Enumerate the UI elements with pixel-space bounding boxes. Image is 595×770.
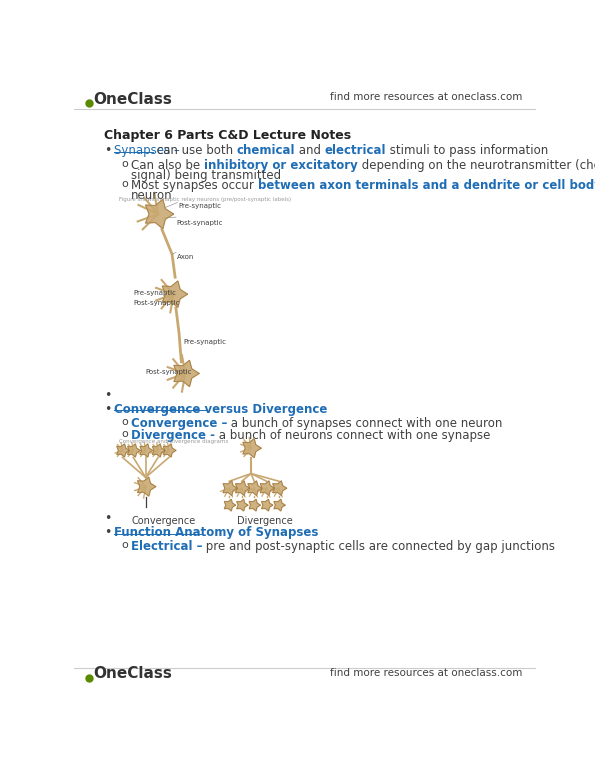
Text: Synapses –: Synapses –: [114, 144, 180, 157]
Polygon shape: [163, 444, 176, 457]
Polygon shape: [249, 499, 261, 511]
Text: neuron: neuron: [131, 189, 173, 203]
Text: inhibitory or excitatory: inhibitory or excitatory: [204, 159, 358, 172]
Text: can use both: can use both: [153, 144, 237, 157]
Text: Pre-synaptic: Pre-synaptic: [178, 203, 221, 209]
Polygon shape: [117, 444, 129, 457]
Polygon shape: [162, 281, 187, 307]
Text: Post-synaptic: Post-synaptic: [177, 220, 223, 226]
Text: a bunch of neurons connect with one synapse: a bunch of neurons connect with one syna…: [215, 429, 490, 442]
Polygon shape: [274, 499, 285, 511]
Text: Convergence versus Divergence: Convergence versus Divergence: [114, 403, 327, 416]
Text: •: •: [104, 526, 111, 539]
Text: o: o: [121, 179, 127, 189]
Polygon shape: [237, 499, 248, 511]
Text: Figure shows synaptic relay neurons (pre/post-synaptic labels): Figure shows synaptic relay neurons (pre…: [120, 197, 292, 202]
Polygon shape: [223, 480, 237, 496]
Text: Function Anatomy of Synapses: Function Anatomy of Synapses: [114, 526, 318, 539]
Text: •: •: [104, 144, 111, 157]
Polygon shape: [243, 439, 261, 457]
Polygon shape: [140, 444, 153, 457]
Text: o: o: [121, 429, 127, 439]
Polygon shape: [146, 199, 174, 229]
Text: Post-synaptic: Post-synaptic: [145, 369, 192, 375]
Text: Convergence –: Convergence –: [131, 417, 227, 430]
Text: Convergence: Convergence: [131, 516, 196, 526]
Text: pre and post-synaptic cells are connected by gap junctions: pre and post-synaptic cells are connecte…: [202, 540, 556, 553]
Polygon shape: [248, 480, 262, 496]
Polygon shape: [262, 499, 273, 511]
Text: o: o: [121, 417, 127, 427]
Text: Post-synaptic: Post-synaptic: [133, 300, 180, 306]
Polygon shape: [174, 360, 199, 387]
Text: Pre-synaptic: Pre-synaptic: [184, 339, 227, 345]
Text: OneClass: OneClass: [94, 667, 173, 681]
Text: Axon: Axon: [177, 254, 194, 260]
Polygon shape: [152, 444, 165, 457]
Text: find more resources at oneclass.com: find more resources at oneclass.com: [330, 92, 522, 102]
Text: find more resources at oneclass.com: find more resources at oneclass.com: [330, 668, 522, 678]
Polygon shape: [224, 499, 236, 511]
Text: o: o: [121, 159, 127, 169]
Text: Divergence: Divergence: [237, 516, 293, 526]
Polygon shape: [236, 480, 249, 496]
Text: Divergence -: Divergence -: [131, 429, 215, 442]
Text: Electrical –: Electrical –: [131, 540, 202, 553]
Text: o: o: [121, 540, 127, 550]
Polygon shape: [273, 480, 287, 496]
Text: Pre-synaptic: Pre-synaptic: [133, 290, 176, 296]
Polygon shape: [137, 477, 156, 496]
Text: depending on the neurotransmitter (chemical: depending on the neurotransmitter (chemi…: [358, 159, 595, 172]
Polygon shape: [128, 444, 140, 457]
Text: Convergence and Divergence diagrams: Convergence and Divergence diagrams: [120, 439, 228, 444]
Text: electrical: electrical: [325, 144, 386, 157]
Text: and: and: [295, 144, 325, 157]
Text: •: •: [104, 403, 111, 416]
Text: •: •: [104, 389, 111, 402]
Text: a bunch of synapses connect with one neuron: a bunch of synapses connect with one neu…: [227, 417, 503, 430]
Text: Can also be: Can also be: [131, 159, 204, 172]
Text: between axon terminals and a dendrite or cell body: between axon terminals and a dendrite or…: [258, 179, 595, 192]
Text: stimuli to pass information: stimuli to pass information: [386, 144, 549, 157]
Text: Most synapses occur: Most synapses occur: [131, 179, 258, 192]
Text: •: •: [104, 512, 111, 525]
Polygon shape: [260, 480, 274, 496]
Text: signal) being transmitted: signal) being transmitted: [131, 169, 281, 182]
Text: OneClass: OneClass: [94, 92, 173, 107]
Text: Chapter 6 Parts C&D Lecture Notes: Chapter 6 Parts C&D Lecture Notes: [104, 129, 351, 142]
Text: chemical: chemical: [237, 144, 295, 157]
